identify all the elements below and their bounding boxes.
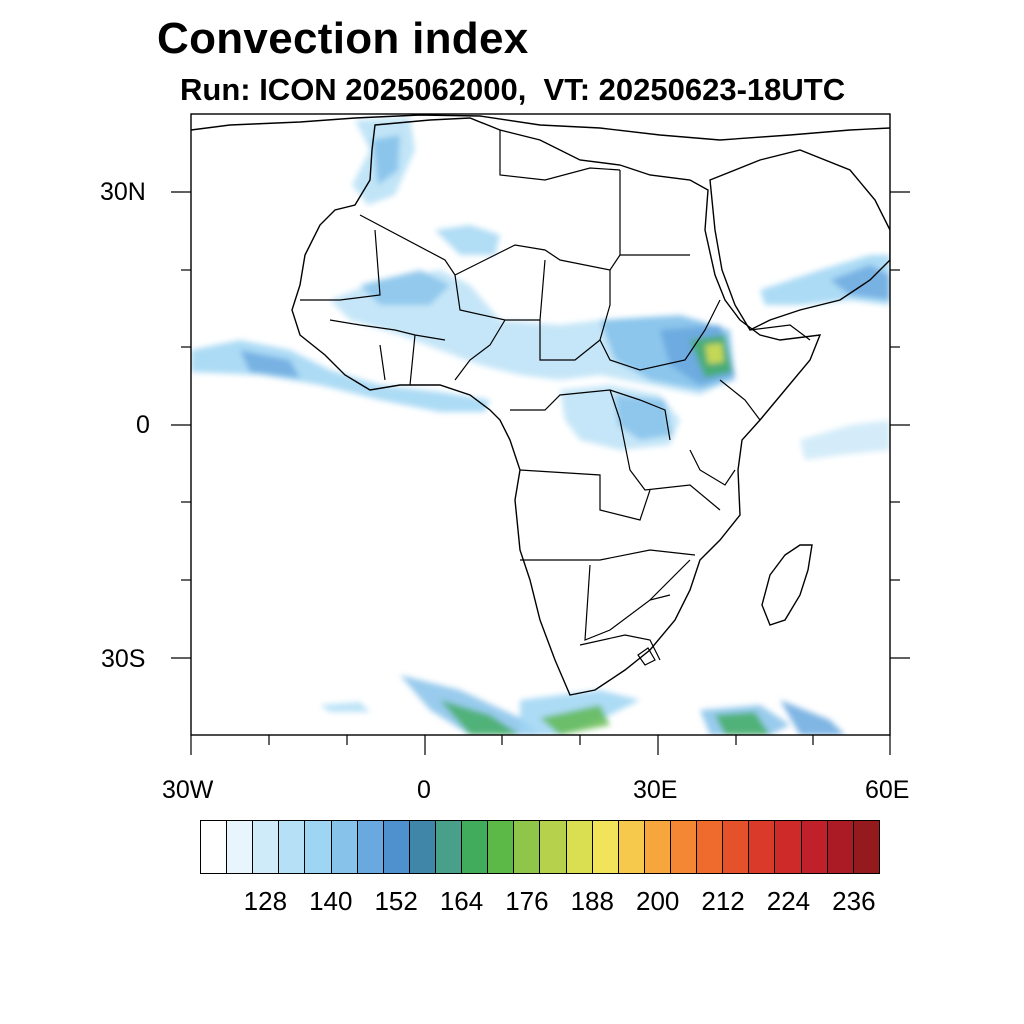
border: [409, 334, 416, 386]
colorbar-cell: [540, 821, 567, 873]
field-patch: [435, 225, 500, 255]
border: [454, 319, 506, 381]
lon-label-60e: 60E: [865, 776, 910, 804]
field-patch: [440, 700, 520, 735]
africa-coastline: [291, 117, 822, 696]
colorbar-tick-label: 176: [505, 886, 549, 916]
colorbar-tick-label: 200: [635, 886, 680, 916]
field-patch: [800, 420, 890, 460]
lon-label-30e: 30E: [633, 776, 678, 804]
colorbar-cell: [462, 821, 489, 873]
border: [584, 564, 671, 641]
colorbar-cell: [279, 821, 306, 873]
border: [379, 344, 386, 381]
border: [579, 634, 661, 661]
border: [499, 130, 621, 181]
colorbar-tick-label: 140: [309, 886, 353, 916]
colorbar-tick-label: 188: [570, 886, 614, 916]
colorbar-cell: [227, 821, 254, 873]
colorbar-cell: [749, 821, 776, 873]
colorbar-tick-label: 212: [701, 886, 745, 916]
colorbar-tick-label: 164: [439, 886, 484, 916]
colorbar-cell: [305, 821, 332, 873]
lon-label-30w: 30W: [162, 776, 214, 804]
convection-field: [191, 118, 890, 735]
lat-label-30n: 30N: [100, 178, 146, 206]
colorbar-cell: [409, 821, 436, 873]
colorbar-cell: [775, 821, 802, 873]
field-patch: [360, 270, 450, 305]
field-patch: [715, 712, 770, 735]
colorbar-cell: [592, 821, 619, 873]
colorbar-cell: [383, 821, 410, 873]
lat-label-0: 0: [136, 411, 150, 439]
colorbar-cell: [331, 821, 358, 873]
field-patch: [830, 265, 890, 300]
lon-label-0: 0: [417, 776, 431, 804]
border: [300, 229, 381, 301]
border: [519, 469, 651, 521]
field-patch: [615, 395, 672, 440]
colorbar-cell: [644, 821, 671, 873]
colorbar-tick-label: 152: [374, 886, 418, 916]
border: [539, 320, 601, 361]
border: [649, 559, 691, 601]
country-borders: [300, 130, 811, 666]
colorbar-cell: [670, 821, 698, 873]
lat-label-30s: 30S: [101, 645, 146, 673]
colorbar-cell: [253, 821, 280, 873]
colorbar-cell: [514, 821, 541, 873]
colorbar-cell: [618, 821, 645, 873]
border: [599, 270, 721, 371]
madagascar-coastline: [761, 544, 813, 626]
colorbar-tick-label: 236: [832, 886, 876, 916]
coastlines: [191, 114, 890, 696]
colorbar-tick-label: 224: [766, 886, 811, 916]
chart-subtitle: Run: ICON 2025062000, VT: 20250623-18UTC: [180, 72, 846, 107]
colorbar-cell: [357, 821, 384, 873]
europe-coastline: [191, 114, 890, 141]
colorbar-cell: [853, 821, 879, 873]
field-patch: [705, 343, 724, 364]
border: [719, 379, 761, 421]
field-patch: [240, 350, 300, 378]
field-patch: [400, 675, 540, 735]
field-patch: [372, 135, 400, 185]
colorbar-cell: [435, 821, 463, 873]
tick-marks: [171, 191, 910, 755]
chart-title: Convection index: [157, 14, 529, 63]
colorbar: [200, 820, 880, 874]
field-patch: [320, 702, 370, 712]
border: [749, 324, 811, 341]
plot-frame: [190, 113, 891, 736]
border: [359, 214, 690, 276]
field-patch: [780, 700, 845, 735]
colorbar-cell: [801, 821, 828, 873]
border: [637, 647, 656, 666]
arabia-coastline: [709, 149, 890, 331]
colorbar-tick-label: 128: [243, 886, 288, 916]
border: [689, 449, 736, 486]
border: [520, 549, 696, 561]
border: [329, 319, 446, 341]
colorbar-cell: [697, 821, 724, 873]
colorbar-cell: [566, 821, 593, 873]
border: [609, 389, 721, 511]
colorbar-cell: [488, 821, 515, 873]
colorbar-cell: [723, 821, 750, 873]
colorbar-cell: [827, 821, 854, 873]
field-patch: [540, 705, 610, 735]
colorbar-cell: [201, 821, 228, 873]
